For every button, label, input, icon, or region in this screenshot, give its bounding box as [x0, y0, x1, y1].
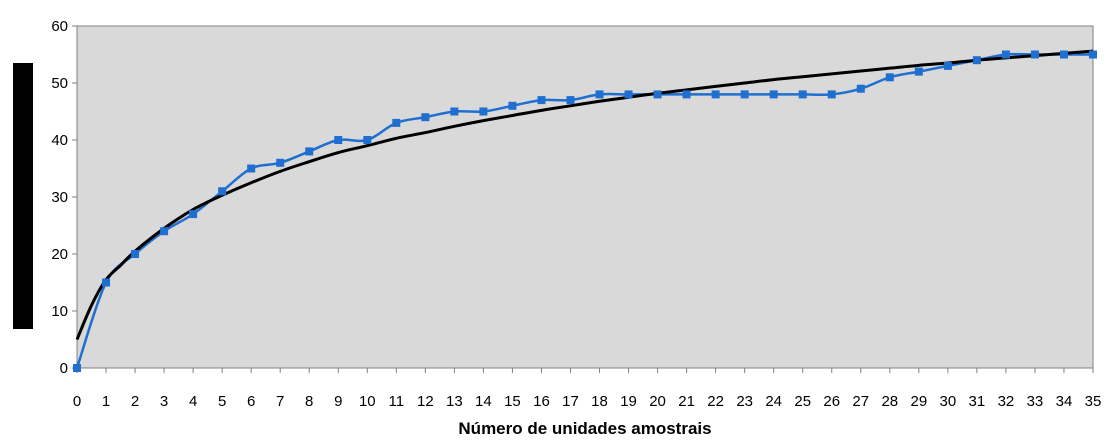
x-tick-label: 10 [359, 393, 376, 410]
y-tick-label: 30 [51, 189, 68, 206]
data-point-marker [711, 90, 720, 99]
x-tick-label: 21 [678, 393, 695, 410]
x-tick-label: 17 [562, 393, 579, 410]
x-tick-label: 31 [969, 393, 986, 410]
data-point-marker [595, 90, 604, 99]
x-tick-label: 22 [707, 393, 724, 410]
data-point-marker [914, 67, 923, 76]
data-point-marker [160, 227, 169, 236]
x-tick-label: 20 [649, 393, 666, 410]
data-point-marker [769, 90, 778, 99]
data-point-marker [798, 90, 807, 99]
x-tick-label: 30 [940, 393, 957, 410]
x-tick-label: 5 [218, 393, 226, 410]
x-tick-label: 9 [334, 393, 342, 410]
x-tick-label: 33 [1027, 393, 1044, 410]
y-tick-label: 10 [51, 303, 68, 320]
x-tick-label: 19 [620, 393, 637, 410]
data-point-marker [943, 61, 952, 70]
data-point-marker [305, 147, 314, 156]
data-point-marker [247, 164, 256, 173]
x-tick-label: 16 [533, 393, 550, 410]
data-point-marker [1059, 50, 1068, 59]
x-tick-label: 35 [1085, 393, 1102, 410]
y-axis: 0 10 20 30 40 50 60 [51, 18, 77, 377]
x-tick-label: 15 [504, 393, 521, 410]
x-tick-label: 8 [305, 393, 313, 410]
x-tick-label: 18 [591, 393, 608, 410]
x-tick-label: 13 [446, 393, 463, 410]
x-axis: 0 1 2 3 4 5 6 7 8 9 10 11 12 13 14 15 16 17 18 19 20 21 22 23 24… [73, 368, 1102, 410]
x-tick-label: 32 [998, 393, 1015, 410]
data-point-marker [537, 96, 546, 105]
x-tick-label: 11 [389, 393, 405, 410]
data-point-marker [624, 90, 633, 99]
x-tick-label: 14 [475, 393, 492, 410]
y-tick-label: 50 [51, 75, 68, 92]
data-point-marker [479, 107, 488, 116]
series-line-trend [75, 49, 1094, 341]
plot-area [76, 25, 1094, 369]
data-point-marker [1001, 50, 1010, 59]
data-point-marker [972, 56, 981, 65]
x-tick-label: 27 [852, 393, 869, 410]
data-point-marker [885, 73, 894, 82]
x-tick-label: 25 [794, 393, 811, 410]
data-point-marker [189, 210, 198, 219]
y-tick-label: 60 [51, 18, 68, 35]
x-tick-label: 6 [247, 393, 255, 410]
y-tick-label: 40 [51, 132, 68, 149]
data-point-marker [421, 113, 430, 122]
series-layer [73, 49, 1097, 372]
data-point-marker [682, 90, 691, 99]
data-point-marker [102, 278, 111, 287]
data-point-marker [276, 158, 285, 167]
x-tick-label: 23 [736, 393, 753, 410]
data-point-marker [508, 101, 517, 110]
data-point-marker [740, 90, 749, 99]
x-tick-label: 3 [160, 393, 168, 410]
data-point-marker [363, 136, 372, 144]
data-point-marker [566, 96, 575, 105]
y-tick-label: 20 [51, 246, 68, 263]
x-tick-label: 29 [910, 393, 927, 410]
data-point-marker [334, 136, 343, 144]
data-point-marker [131, 250, 140, 258]
x-axis-title: Número de unidades amostrais [458, 419, 711, 438]
y-tick-label: 0 [60, 360, 68, 377]
data-point-marker [73, 364, 81, 372]
data-point-marker [653, 90, 662, 99]
data-point-marker [856, 84, 865, 93]
x-tick-label: 34 [1056, 393, 1073, 410]
data-point-marker [218, 187, 227, 196]
x-tick-label: 0 [73, 393, 81, 410]
x-tick-label: 26 [823, 393, 840, 410]
data-point-marker [827, 90, 836, 99]
data-point-marker [1089, 50, 1097, 59]
y-axis-title-block [13, 63, 33, 329]
x-tick-label: 12 [417, 393, 434, 410]
data-point-marker [1030, 50, 1039, 59]
x-tick-label: 7 [276, 393, 284, 410]
x-tick-label: 4 [189, 393, 197, 410]
x-tick-label: 2 [131, 393, 139, 410]
x-tick-label: 1 [102, 393, 110, 410]
x-tick-label: 28 [881, 393, 898, 410]
data-point-marker [450, 107, 459, 116]
data-point-marker [392, 118, 401, 127]
x-tick-label: 24 [765, 393, 782, 410]
